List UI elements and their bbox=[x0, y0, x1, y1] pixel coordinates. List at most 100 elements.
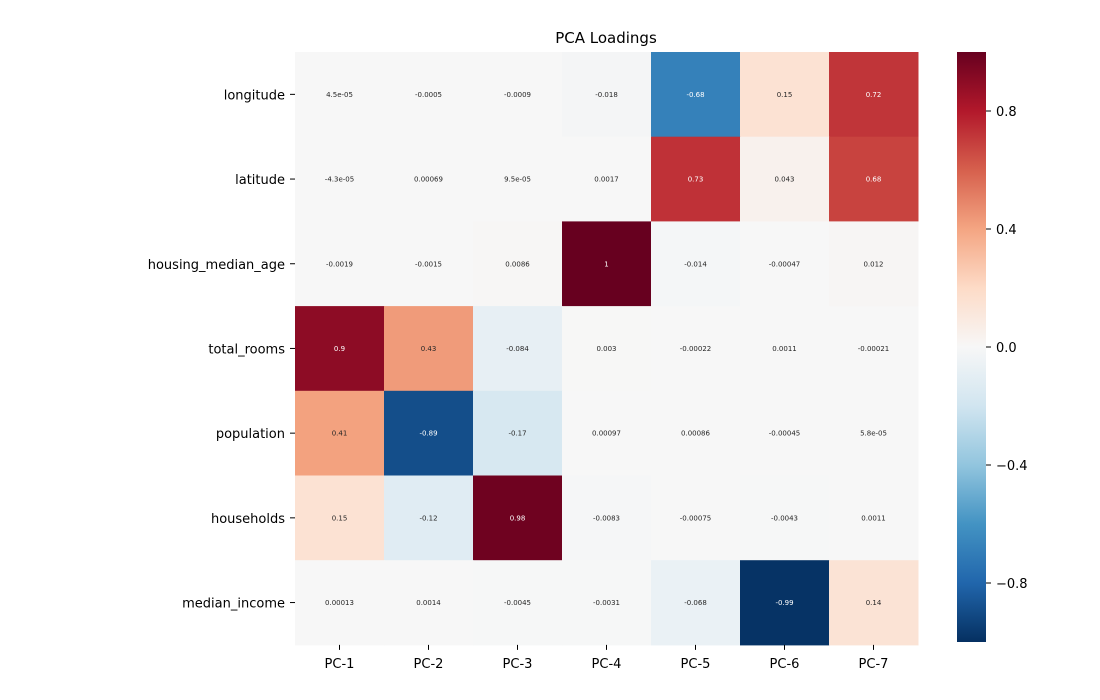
cell-annotation: 1 bbox=[604, 260, 608, 268]
y-tick-label: housing_median_age bbox=[148, 258, 285, 273]
heatmap-cell bbox=[740, 390, 830, 476]
heatmap-cell bbox=[829, 136, 919, 222]
heatmap-cell bbox=[740, 136, 830, 222]
heatmap-cell bbox=[473, 390, 563, 476]
cell-annotation: 0.73 bbox=[688, 176, 704, 184]
cell-annotations: 4.5e-05 -0.0005 -0.0009 -0.018 -0.68 0.15 0.72… bbox=[325, 91, 889, 607]
cell-annotation: 0.00097 bbox=[592, 430, 621, 438]
heatmap-cell bbox=[651, 390, 741, 476]
cell-annotation: -0.17 bbox=[508, 430, 526, 438]
cell-annotation: -0.00045 bbox=[769, 430, 800, 438]
heatmap-cell bbox=[562, 475, 652, 561]
heatmap-cell bbox=[829, 52, 919, 138]
cell-annotation: 0.43 bbox=[421, 345, 437, 353]
heatmap-cell bbox=[473, 560, 563, 646]
y-tick-label: households bbox=[211, 512, 285, 527]
cell-annotation: 0.0011 bbox=[861, 514, 886, 522]
x-tick-label: PC-4 bbox=[592, 657, 622, 672]
heatmap-cell bbox=[562, 136, 652, 222]
heatmap-cell bbox=[295, 306, 385, 392]
colorbar-axis: 0.8 0.4 0.0 −0.4 −0.8 bbox=[986, 105, 1028, 592]
cell-annotation: -0.014 bbox=[684, 260, 707, 268]
x-tick-label: PC-2 bbox=[414, 657, 444, 672]
heatmap-cell bbox=[740, 475, 830, 561]
heatmap-cell bbox=[829, 221, 919, 307]
x-tick-label: PC-7 bbox=[859, 657, 889, 672]
cell-annotation: 0.0011 bbox=[772, 345, 797, 353]
heatmap-cell bbox=[651, 560, 741, 646]
cell-annotation: 0.15 bbox=[777, 91, 793, 99]
heatmap-cell bbox=[473, 475, 563, 561]
cell-annotation: -0.0031 bbox=[593, 599, 620, 607]
cell-annotation: -0.12 bbox=[419, 514, 437, 522]
heatmap-cell bbox=[295, 390, 385, 476]
heatmap-cell bbox=[829, 475, 919, 561]
cell-annotation: 0.0017 bbox=[594, 176, 619, 184]
heatmap-cell bbox=[562, 390, 652, 476]
heatmap-cell bbox=[295, 136, 385, 222]
cell-annotation: -0.018 bbox=[595, 91, 618, 99]
heatmap-cell bbox=[295, 221, 385, 307]
cell-annotation: -0.0045 bbox=[504, 599, 531, 607]
cell-annotation: -0.99 bbox=[775, 599, 793, 607]
heatmap-cell bbox=[384, 136, 474, 222]
y-tick-label: longitude bbox=[224, 88, 285, 103]
y-tick-label: total_rooms bbox=[208, 342, 285, 357]
cell-annotation: -0.0009 bbox=[504, 91, 531, 99]
heatmap-cell bbox=[740, 52, 830, 138]
cell-annotation: 4.5e-05 bbox=[326, 91, 353, 99]
heatmap-cell bbox=[473, 136, 563, 222]
heatmap-cell bbox=[473, 306, 563, 392]
heatmap-cell bbox=[384, 475, 474, 561]
x-tick-label: PC-1 bbox=[325, 657, 355, 672]
heatmap-cell bbox=[384, 221, 474, 307]
heatmap-cell bbox=[651, 475, 741, 561]
cell-annotation: 0.9 bbox=[334, 345, 345, 353]
heatmap-cell bbox=[384, 390, 474, 476]
y-tick-label: median_income bbox=[182, 597, 285, 612]
y-tick-label: population bbox=[216, 427, 285, 442]
cell-annotation: -4.3e-05 bbox=[325, 176, 354, 184]
heatmap-cell bbox=[740, 306, 830, 392]
colorbar bbox=[957, 52, 986, 642]
heatmap-cell bbox=[829, 560, 919, 646]
cell-annotation: -0.68 bbox=[686, 91, 704, 99]
cell-annotation: -0.0043 bbox=[771, 514, 798, 522]
colorbar-tick-label: 0.8 bbox=[996, 105, 1017, 120]
cell-annotation: -0.89 bbox=[419, 430, 437, 438]
cell-annotation: 0.043 bbox=[774, 176, 794, 184]
cell-annotation: -0.0005 bbox=[415, 91, 442, 99]
cell-annotation: 0.15 bbox=[332, 514, 348, 522]
heatmap-cell bbox=[651, 221, 741, 307]
heatmap-cell bbox=[829, 306, 919, 392]
heatmap-cell bbox=[473, 52, 563, 138]
heatmap-cell bbox=[740, 221, 830, 307]
cell-annotation: 0.00086 bbox=[681, 430, 710, 438]
heatmap-cell bbox=[562, 221, 652, 307]
cell-annotation: 0.41 bbox=[332, 430, 348, 438]
x-tick-label: PC-3 bbox=[503, 657, 533, 672]
cell-annotation: 9.5e-05 bbox=[504, 176, 531, 184]
heatmap-cell bbox=[562, 560, 652, 646]
colorbar-tick-label: −0.4 bbox=[996, 459, 1028, 474]
cell-annotation: -0.00021 bbox=[858, 345, 889, 353]
heatmap-cell bbox=[651, 306, 741, 392]
heatmap-cell bbox=[295, 52, 385, 138]
heatmap-cell bbox=[473, 221, 563, 307]
heatmap-cell bbox=[829, 390, 919, 476]
cell-annotation: 0.00013 bbox=[325, 599, 354, 607]
cell-annotation: 0.72 bbox=[866, 91, 882, 99]
cell-annotation: 0.012 bbox=[863, 260, 883, 268]
cell-annotation: -0.00075 bbox=[680, 514, 711, 522]
heatmap-cell bbox=[651, 136, 741, 222]
cell-annotation: -0.00022 bbox=[680, 345, 711, 353]
heatmap-cells bbox=[295, 52, 919, 646]
y-tick-label: latitude bbox=[235, 173, 285, 188]
cell-annotation: 0.003 bbox=[596, 345, 616, 353]
cell-annotation: 0.0014 bbox=[416, 599, 441, 607]
heatmap-cell bbox=[384, 306, 474, 392]
heatmap-cell bbox=[295, 475, 385, 561]
colorbar-tick-label: −0.8 bbox=[996, 577, 1028, 592]
cell-annotation: 0.98 bbox=[510, 514, 526, 522]
heatmap-cell bbox=[384, 560, 474, 646]
